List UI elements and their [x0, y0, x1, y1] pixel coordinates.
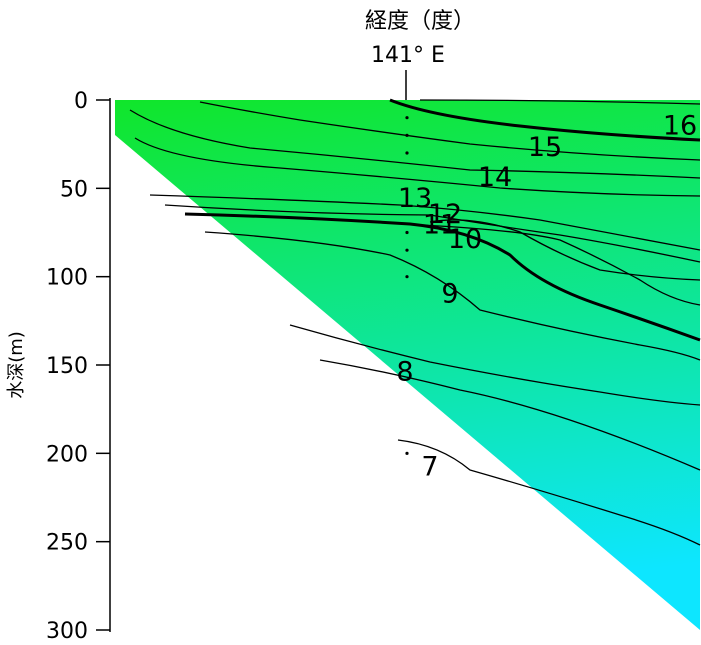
isotherm-15-upper	[199, 101, 701, 161]
x-axis-title: 経度（度）	[365, 9, 475, 34]
y-tick-label: 300	[46, 619, 88, 641]
station-dots	[405, 116, 409, 455]
contour-label-10: 10	[448, 224, 482, 255]
contour-label-14: 14	[478, 162, 512, 193]
temperature-fill-area	[115, 100, 700, 630]
y-tick-label: 0	[74, 89, 88, 114]
station-dot	[405, 133, 409, 137]
y-tick-label: 150	[46, 354, 88, 379]
longitude-marker-label: 141° E	[371, 43, 445, 68]
station-dot	[405, 116, 409, 120]
y-axis-title: 水深(m)	[6, 331, 27, 399]
y-tick-label: 200	[46, 442, 88, 467]
contour-label-12: 12	[428, 199, 462, 230]
contour-label-13: 13	[398, 183, 432, 214]
isotherm-13	[149, 194, 701, 251]
isotherm-16	[419, 99, 701, 105]
y-tick-label: 50	[60, 177, 88, 202]
contour-label-16: 16	[663, 111, 697, 142]
contour-label-9: 9	[441, 279, 458, 310]
isotherm-8	[289, 324, 701, 406]
station-dot	[405, 275, 409, 279]
isotherm-7-b	[397, 439, 701, 546]
contour-label-11: 11	[423, 210, 457, 241]
station-dot	[405, 248, 409, 252]
station-dot	[405, 230, 409, 235]
y-tick-label: 100	[46, 266, 88, 291]
contour-lines	[129, 98, 701, 546]
contour-label-8: 8	[396, 356, 413, 387]
isotherm-14-a	[129, 109, 701, 179]
isotherm-7-a	[319, 359, 701, 471]
y-tick-label: 250	[46, 531, 88, 556]
isotherm-9	[204, 231, 701, 361]
station-dot	[405, 451, 409, 455]
contour-label-15: 15	[528, 132, 562, 163]
isotherm-11-b	[419, 224, 701, 306]
contour-label-7: 7	[421, 452, 438, 483]
isotherm-10-thick	[184, 212, 701, 342]
isotherm-15	[389, 98, 701, 142]
station-dot	[405, 151, 409, 155]
y-axis-ticks: 0 50 100 150 200 250 300	[46, 89, 110, 644]
isotherm-14-b	[134, 137, 701, 197]
isotherm-11	[429, 219, 701, 281]
